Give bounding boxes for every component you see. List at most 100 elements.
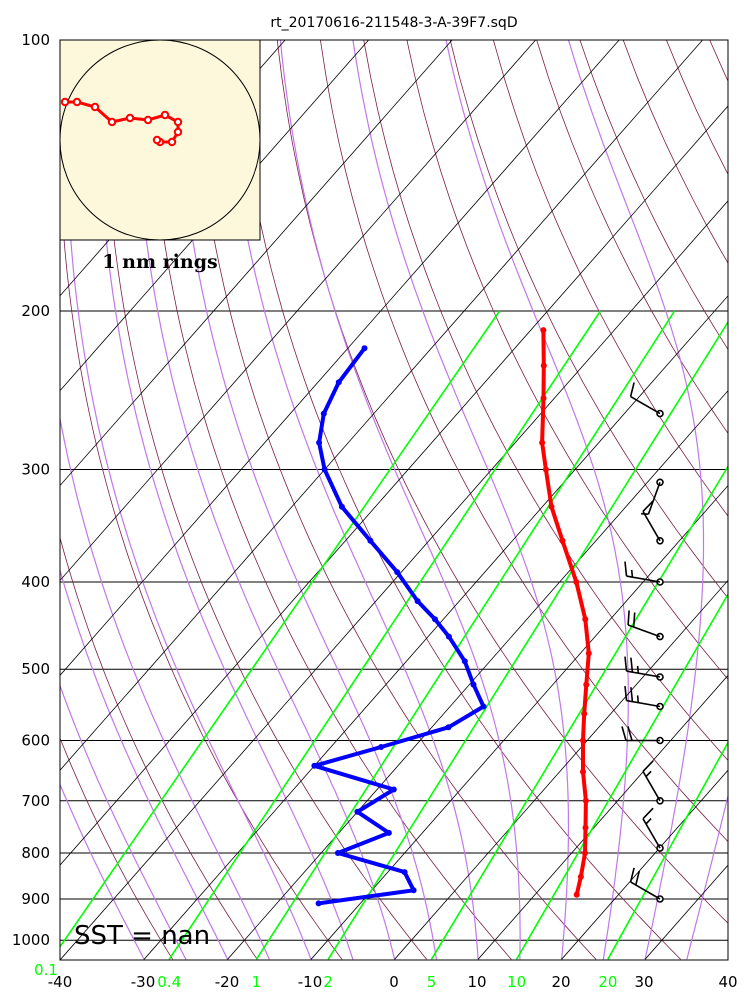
isotherm-line — [477, 674, 728, 960]
sst-label: SST = nan — [74, 921, 210, 951]
wind-barb-flag — [621, 726, 627, 741]
isotherm-line — [394, 579, 728, 960]
dry-adiabat-line — [536, 40, 728, 435]
isotherm-line — [729, 40, 750, 959]
hodograph-point — [125, 113, 135, 123]
wind-barb-staff — [642, 770, 661, 802]
x-tick-label: 10 — [467, 973, 486, 991]
mixing-ratio-label: 0.4 — [157, 973, 181, 991]
dewpoint-point — [320, 410, 327, 417]
mixing-ratio-label: 20 — [598, 973, 617, 991]
y-tick-label: 800 — [21, 844, 50, 862]
temperature-point — [582, 616, 589, 623]
mixing-ratio-label: 5 — [427, 973, 437, 991]
mixing-ratio-line — [327, 320, 728, 960]
wind-barb-flag — [632, 612, 636, 628]
wind-barb-flag — [624, 656, 628, 672]
temperature-point — [540, 327, 547, 334]
y-tick-label: 200 — [21, 302, 50, 320]
moist-adiabat-line — [445, 40, 629, 960]
wind-barb-staff — [626, 699, 661, 708]
moist-adiabat-line — [174, 40, 437, 960]
temperature-point — [573, 891, 580, 898]
moist-adiabat-line — [729, 40, 750, 959]
temperature-point — [583, 681, 590, 688]
mixing-ratio-line — [60, 310, 501, 949]
isotherm-line — [60, 200, 728, 960]
x-tick-label: 30 — [634, 973, 653, 991]
x-tick-label: -40 — [48, 973, 73, 991]
y-tick-label: 1000 — [12, 931, 50, 949]
wind-barb-flag — [642, 500, 654, 512]
dewpoint-point — [311, 762, 318, 769]
temperature-point — [585, 650, 592, 657]
hodograph-point — [90, 102, 100, 112]
wind-barb — [629, 382, 664, 418]
dry-adiabat-line — [363, 40, 728, 761]
hodograph-ring — [59, 39, 261, 241]
wind-barb-staff — [642, 818, 661, 849]
moist-adiabat-line — [98, 40, 354, 960]
wind-barbs — [621, 382, 664, 903]
temperature-point — [580, 768, 586, 775]
dry-adiabat-line — [60, 40, 343, 960]
wind-barb — [621, 726, 664, 745]
dewpoint-point — [367, 537, 374, 544]
dewpoint-point — [390, 786, 397, 793]
dewpoint-point — [316, 439, 323, 446]
dewpoint-point — [480, 703, 487, 710]
wind-barb-staff — [627, 624, 661, 638]
wind-barb-flag — [627, 610, 630, 626]
y-tick-label: 100 — [21, 31, 50, 49]
dewpoint-point — [470, 681, 477, 688]
dewpoint-point — [338, 503, 345, 510]
wind-barb-flag — [629, 867, 635, 883]
wind-barb-staff — [630, 881, 661, 900]
plot-frame — [59, 39, 729, 961]
y-axis-ticks: 100 200 300 400 500 600 700 800 900 1000 — [12, 31, 50, 949]
mixing-ratio-line — [255, 310, 676, 960]
dewpoint-point — [445, 724, 452, 731]
wind-barb — [624, 686, 664, 711]
hodograph-point — [152, 135, 162, 145]
dewpoint-point — [315, 900, 322, 907]
hodograph-point — [107, 117, 117, 127]
temperature-point — [559, 537, 566, 544]
temperature-point — [581, 710, 588, 717]
hodograph-point — [167, 137, 177, 147]
dewpoint-point — [401, 869, 408, 876]
hodograph-point — [173, 127, 183, 137]
y-tick-label: 500 — [21, 660, 50, 678]
wind-barb-flag — [629, 382, 635, 397]
dewpoint-point — [354, 808, 361, 815]
mixing-ratio-label: 2 — [323, 973, 333, 991]
mixing-ratio-label: 0.1 — [34, 961, 58, 979]
isotherm-line — [60, 40, 536, 582]
dry-adiabat-line — [406, 40, 728, 680]
temperature-point — [580, 737, 586, 744]
isotherm-line — [561, 769, 728, 960]
moist-adiabat-line — [60, 568, 229, 960]
wind-barb-flag — [635, 870, 641, 886]
wind-barb-flag — [642, 807, 654, 820]
moist-adiabat-line — [686, 793, 728, 960]
hodograph-point — [160, 110, 170, 120]
dewpoint-point — [394, 569, 401, 576]
isotherm-line — [227, 390, 728, 960]
wind-barb — [624, 561, 664, 586]
wind-barb — [624, 656, 664, 681]
dry-adiabat-line — [449, 40, 728, 599]
dewpoint-point — [410, 887, 417, 894]
wind-barb — [642, 807, 664, 852]
x-tick-label: -30 — [131, 973, 156, 991]
dry-adiabat-line — [190, 40, 597, 960]
dewpoint-line — [312, 347, 486, 906]
temperature-point — [548, 503, 555, 510]
dewpoint-point — [335, 379, 342, 386]
hodograph-label: 1 nm rings — [102, 251, 217, 273]
isotherm-line — [60, 40, 703, 771]
wind-barb-flag — [630, 657, 634, 673]
wind-barb-flag — [627, 726, 633, 741]
x-tick-label: -20 — [215, 973, 240, 991]
x-tick-label: 40 — [718, 973, 737, 991]
